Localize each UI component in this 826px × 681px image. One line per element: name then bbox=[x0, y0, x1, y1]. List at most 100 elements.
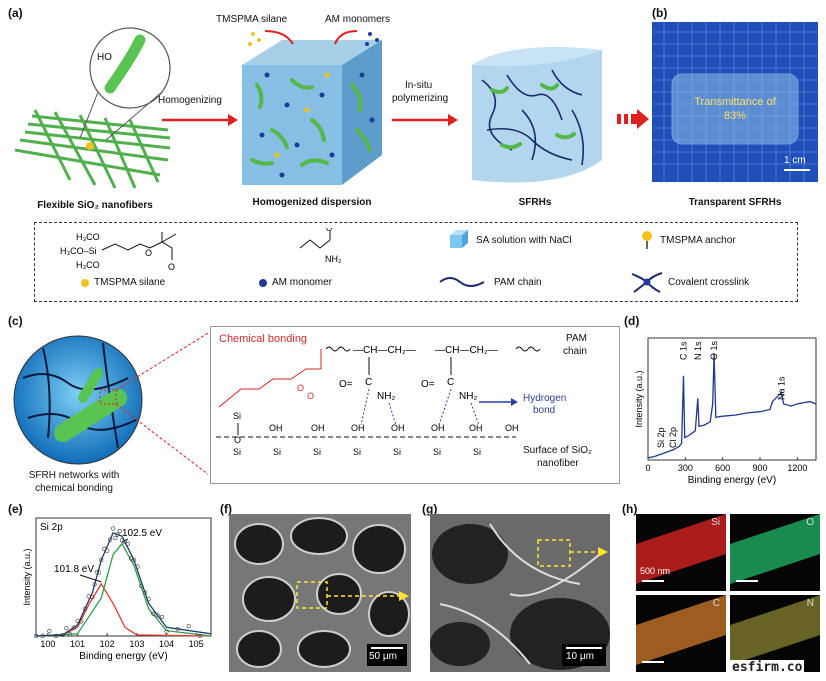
chart-e-title: Si 2p bbox=[40, 522, 63, 533]
eds-scale: 500 nm bbox=[640, 566, 671, 576]
eds-label-n: N bbox=[806, 598, 814, 609]
panel-label-b: (b) bbox=[652, 6, 668, 20]
eds-map-si: Si 500 nm bbox=[636, 514, 726, 591]
x-tick-label-1: 101 bbox=[70, 639, 85, 649]
xps-survey-chart: 0 300 600 900 1200 Binding energy (eV) Intensi… bbox=[618, 330, 823, 490]
raw-point-1-2 bbox=[68, 632, 73, 637]
panel-label-g: (g) bbox=[422, 502, 438, 516]
raw-point-3-0 bbox=[90, 594, 95, 600]
sa-solution-icon bbox=[450, 230, 468, 248]
raw-point-9-2 bbox=[186, 624, 191, 629]
eds-scale-bar bbox=[642, 580, 664, 582]
svg-text:OH: OH bbox=[311, 423, 325, 433]
raw-point-7-0 bbox=[131, 557, 136, 563]
covalent-crosslink-icon bbox=[631, 272, 663, 293]
raw-point-7-2 bbox=[139, 583, 144, 589]
caption-transparent: Transparent SFRHs bbox=[688, 197, 782, 208]
svg-text:OH: OH bbox=[351, 423, 365, 433]
peak-label-4: O 1s bbox=[709, 340, 719, 360]
annotation-line-0 bbox=[79, 574, 102, 583]
legend-tmspma-anchor: TMSPMA anchor bbox=[660, 235, 736, 246]
raw-point-5-1 bbox=[113, 535, 118, 541]
svg-text:O: O bbox=[234, 435, 241, 445]
svg-text:O: O bbox=[145, 248, 152, 258]
tmspma-anchor-icon bbox=[642, 231, 652, 249]
raw-point-4-1 bbox=[102, 546, 107, 551]
ho-label: HO bbox=[97, 52, 112, 63]
peak-label-2: C 1s bbox=[678, 341, 688, 360]
raw-point-7-3 bbox=[142, 590, 148, 595]
series-line-1 bbox=[35, 542, 212, 637]
x-tick-label-5: 105 bbox=[189, 639, 204, 649]
sem-image-g: 10 μm bbox=[430, 514, 610, 672]
raw-point-9-3 bbox=[197, 633, 202, 639]
svg-text:OH: OH bbox=[269, 423, 283, 433]
eds-map-c: C bbox=[636, 595, 726, 672]
raw-point-1-3 bbox=[71, 625, 76, 630]
watermark: esfirm.co bbox=[730, 660, 805, 675]
raw-point-0-2 bbox=[47, 629, 52, 634]
raw-point-5-2 bbox=[115, 532, 120, 537]
svg-text:O: O bbox=[307, 391, 314, 401]
caption-c-2: chemical bonding bbox=[35, 483, 113, 494]
homogenized-dispersion-cube bbox=[242, 40, 382, 185]
homogenizing-label: Homogenizing bbox=[158, 95, 222, 106]
legend-tmspma-silane: TMSPMA silane bbox=[94, 277, 166, 288]
svg-text:Si: Si bbox=[353, 447, 361, 457]
y-axis-label: Intensity (a.u.) bbox=[634, 370, 644, 427]
raw-point-8-3 bbox=[159, 614, 165, 620]
x-tick-label-3: 103 bbox=[129, 639, 144, 649]
svg-text:H₃CO: H₃CO bbox=[76, 260, 100, 270]
raw-point-5-0 bbox=[111, 526, 116, 531]
raw-point-4-2 bbox=[105, 548, 110, 553]
peak-label-1: Cl 2p bbox=[668, 427, 678, 448]
plot-frame bbox=[35, 517, 212, 637]
pam-label: PAM bbox=[566, 333, 587, 344]
legend-covalent: Covalent crosslink bbox=[668, 277, 750, 288]
panel-label-a: (a) bbox=[8, 6, 23, 20]
svg-text:OH: OH bbox=[391, 423, 405, 433]
svg-text:Si: Si bbox=[313, 447, 321, 457]
svg-text:O=: O= bbox=[421, 379, 435, 390]
am-nh2: NH₂ bbox=[325, 254, 342, 264]
y-axis-label: Intensity (a.u.) bbox=[22, 548, 32, 605]
x-tick-label-0: 100 bbox=[40, 639, 55, 649]
raw-point-1-1 bbox=[64, 626, 69, 631]
svg-text:OH: OH bbox=[505, 423, 519, 433]
peak-label-5: Na 1s bbox=[776, 376, 786, 400]
peak-label-0: Si 2p bbox=[656, 427, 666, 448]
x-axis-label: Binding energy (eV) bbox=[79, 651, 167, 662]
hydrogen-label: Hydrogen bbox=[523, 393, 567, 404]
series-line-0 bbox=[647, 353, 817, 459]
bond-label: bond bbox=[533, 405, 556, 416]
svg-text:Si: Si bbox=[273, 447, 281, 457]
eds-label-c: C bbox=[712, 598, 720, 609]
raw-point-7-1 bbox=[135, 564, 140, 569]
sfrh-gel-cube bbox=[472, 47, 602, 183]
tmspma-silane-icon bbox=[81, 279, 89, 287]
svg-text:H₃CO: H₃CO bbox=[76, 232, 100, 242]
scale-bar-g: 10 μm bbox=[566, 651, 594, 662]
raw-point-2-2 bbox=[82, 606, 88, 611]
am-monomers-label: AM monomers bbox=[325, 14, 391, 25]
transmittance-text-1: Transmittance of bbox=[694, 96, 776, 108]
eds-scale-bar-c bbox=[642, 661, 664, 663]
raw-point-0-0 bbox=[33, 633, 39, 639]
svg-text:C: C bbox=[365, 377, 372, 388]
raw-point-5-3 bbox=[117, 528, 122, 534]
panel-label-c: (c) bbox=[8, 314, 23, 328]
caption-dispersion: Homogenized dispersion bbox=[252, 197, 372, 208]
polymerizing-label: polymerizing bbox=[392, 93, 449, 104]
transparent-sfrh-photo: Transmittance of 83% 1 cm bbox=[652, 22, 818, 182]
raw-point-8-2 bbox=[155, 613, 160, 618]
x-tick-label-2: 102 bbox=[100, 639, 115, 649]
result-arrow bbox=[617, 109, 649, 129]
svg-text:OH: OH bbox=[431, 423, 445, 433]
tmspma-structure: H₃CO H₃CO–Si H₃CO O O bbox=[60, 232, 177, 272]
chemical-bonding-title: Chemical bonding bbox=[219, 333, 308, 345]
raw-point-0-3 bbox=[53, 633, 59, 639]
am-structure: O NH₂ bbox=[299, 228, 342, 264]
eds-scale-bar-o bbox=[736, 580, 758, 582]
eds-label-si: Si bbox=[711, 517, 720, 528]
raw-point-2-3 bbox=[86, 594, 91, 599]
